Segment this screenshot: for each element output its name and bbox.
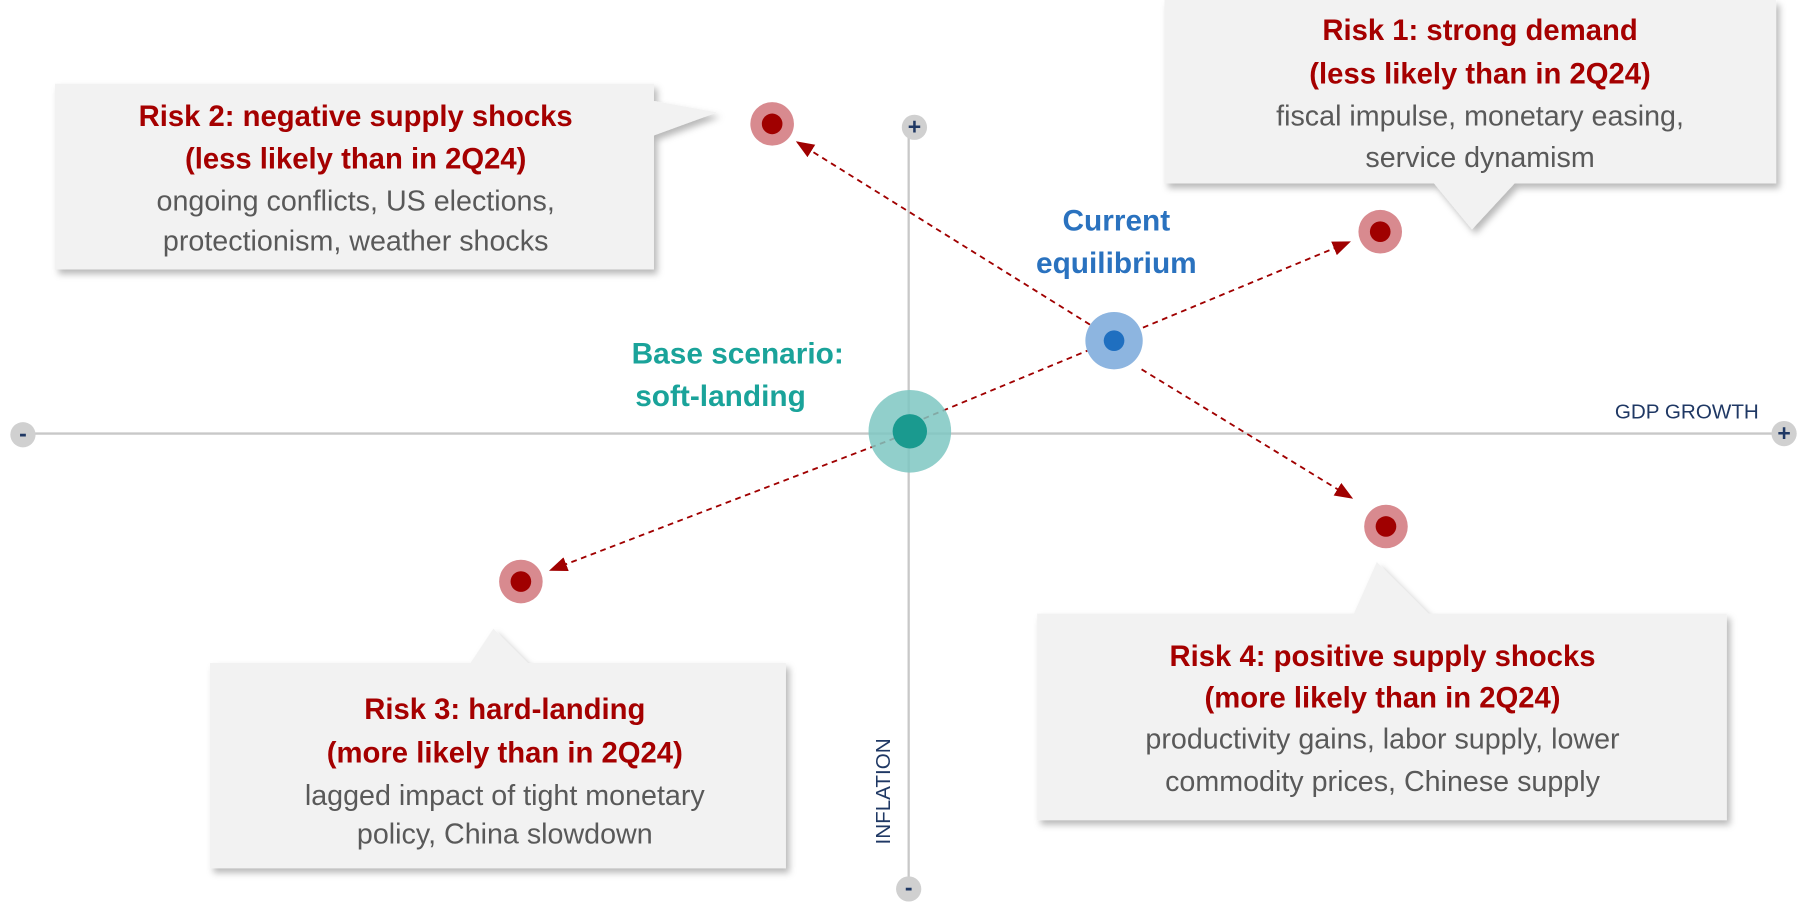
- risk-title: Risk 1: strong demand: [1322, 15, 1637, 47]
- risk-title: (more likely than in 2Q24): [327, 737, 683, 769]
- current-dot: [1103, 330, 1125, 351]
- arrow: [795, 141, 1091, 326]
- y-minus: -: [905, 874, 913, 900]
- risk-box: [1164, 0, 1777, 230]
- risk-title: (more likely than in 2Q24): [1204, 682, 1560, 714]
- x-minus: -: [19, 420, 27, 446]
- risk-description: lagged impact of tight monetary: [305, 780, 706, 812]
- axis-end: [1771, 420, 1797, 447]
- current-label: equilibrium: [1036, 247, 1197, 280]
- y-axis-label: INFLATION: [872, 738, 895, 844]
- x-axis-label: GDP GROWTH: [1615, 400, 1759, 423]
- risk-title: Risk 3: hard-landing: [364, 694, 645, 726]
- risk-description: service dynamism: [1365, 142, 1594, 174]
- axis-end: [10, 422, 36, 448]
- risk-dot: [1369, 221, 1391, 243]
- risk-box: [55, 83, 718, 270]
- risk-title: Risk 2: negative supply shocks: [139, 101, 573, 133]
- risk-description: policy, China slowdown: [357, 819, 653, 851]
- risk-description: productivity gains, labor supply, lower: [1145, 724, 1620, 756]
- risk-title: (less likely than in 2Q24): [1309, 58, 1650, 90]
- base-dot: [892, 414, 928, 449]
- risk-description: protectionism, weather shocks: [163, 226, 548, 258]
- risk-description: fiscal impulse, monetary easing,: [1276, 101, 1684, 133]
- risk-title: (less likely than in 2Q24): [185, 143, 526, 175]
- axis-end: [896, 876, 922, 902]
- risk-dot: [1375, 516, 1397, 537]
- arrow: [549, 437, 896, 572]
- current-label: Current: [1063, 204, 1171, 237]
- risk-box: [209, 628, 786, 869]
- y-plus: +: [908, 114, 921, 140]
- risk-dot: [510, 571, 532, 592]
- base-label: Base scenario:: [632, 337, 844, 370]
- risk-box: [1037, 562, 1727, 821]
- x-plus: +: [1777, 420, 1790, 446]
- axis-end: [901, 114, 928, 140]
- risk-description: commodity prices, Chinese supply: [1165, 766, 1601, 798]
- risk-dot: [761, 113, 783, 135]
- base-label: soft-landing: [635, 380, 806, 413]
- risk-description: ongoing conflicts, US elections,: [157, 186, 555, 218]
- risk-title: Risk 4: positive supply shocks: [1170, 641, 1596, 673]
